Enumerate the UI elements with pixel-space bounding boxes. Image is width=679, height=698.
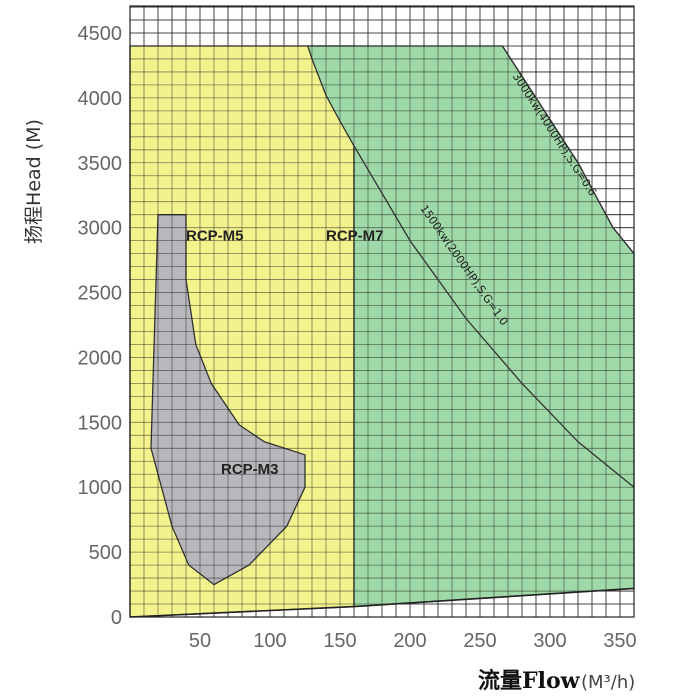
y-tick-label: 3000 [78,218,123,240]
y-axis-label: 扬程Head (M) [23,119,45,244]
y-tick-label: 4500 [78,23,123,45]
y-tick-label: 3500 [78,153,123,175]
power-curve-2 [353,145,635,488]
y-tick-label: 2000 [78,347,123,369]
y-tick-label: 2500 [78,283,123,305]
y-tick-label: 500 [89,542,122,564]
power-curve-1 [501,45,635,255]
y-tick-label: 4000 [78,88,123,110]
x-tick-label: 150 [323,630,356,652]
region-label-rcp-m3: RCP-M3 [221,461,279,478]
axes [129,5,635,618]
region-rcp-m7 [306,45,635,608]
x-tick-label: 350 [603,630,636,652]
region-label-rcp-m7: RCP-M7 [326,228,384,245]
x-tick-label: 50 [189,630,211,652]
x-axis-unit: (M³/h) [581,672,635,693]
y-tick-label: 1500 [78,412,123,434]
x-tick-label: 250 [463,630,496,652]
y-tick-label: 1000 [78,477,123,499]
x-axis-label: 流量Flow [478,668,581,694]
x-tick-label: 300 [533,630,566,652]
x-tick-label: 200 [393,630,426,652]
power-curves [129,45,635,618]
baseline-curve [129,587,635,618]
plot-border [129,5,635,618]
x-tick-label: 100 [253,630,286,652]
region-rcp-m3 [150,214,306,586]
region-label-rcp-m5: RCP-M5 [186,228,244,245]
y-tick-label: 0 [111,607,122,629]
